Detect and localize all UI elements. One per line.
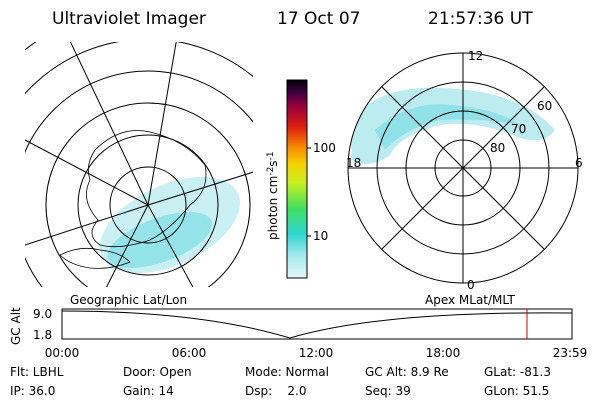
footer: Flt: LBHL Door: Open Mode: Normal GC Alt: 8… — [10, 365, 551, 398]
colorbar-tick-label: 100 — [313, 141, 336, 155]
footer-field: IP: 36.0 — [10, 384, 55, 398]
axis-label: GC Alt — [9, 307, 23, 345]
colorbar-label: photon cm-2s-1 — [266, 151, 280, 240]
geographic-map — [25, 42, 253, 287]
polar-label: 60 — [537, 99, 552, 113]
footer-field: Dsp: 2.0 — [245, 384, 307, 398]
polar-map: 12 60 70 80 18 6 0 — [346, 49, 583, 292]
title: Ultraviolet Imager — [52, 9, 206, 29]
footer-field: GLat: -81.3 — [484, 365, 551, 379]
footer-field: Gain: 14 — [123, 384, 174, 398]
map-label: Apex MLat/MLT — [425, 293, 515, 307]
polar-label: 80 — [490, 141, 505, 155]
date: 17 Oct 07 — [277, 9, 360, 29]
y-tick-label: 9.0 — [33, 307, 52, 321]
altitude-plot: GC Alt 9.0 1.8 00:00 06:00 12:00 18:00 2… — [9, 307, 587, 360]
footer-field: GLon: 51.5 — [484, 384, 549, 398]
time: 21:57:36 UT — [428, 9, 533, 29]
map-label: Geographic Lat/Lon — [70, 293, 187, 307]
x-tick-label: 00:00 — [45, 346, 80, 360]
unit: photon cm — [266, 176, 280, 240]
y-tick-label: 1.8 — [33, 328, 52, 342]
unit: s — [266, 160, 280, 166]
footer-field: Mode: Normal — [245, 365, 329, 379]
exponent: -1 — [266, 151, 276, 160]
x-tick-label: 23:59 — [553, 346, 588, 360]
colorbar-tick-label: 10 — [313, 229, 328, 243]
colorbar — [286, 79, 308, 279]
polar-label: 12 — [468, 49, 483, 63]
footer-field: Flt: LBHL — [10, 365, 64, 379]
footer-field: Door: Open — [123, 365, 192, 379]
exponent: -2 — [266, 167, 276, 176]
x-tick-label: 18:00 — [426, 346, 461, 360]
polar-label: 70 — [511, 122, 526, 136]
polar-label: 6 — [575, 156, 583, 170]
polar-label: 18 — [346, 156, 361, 170]
x-tick-label: 12:00 — [299, 346, 334, 360]
x-tick-label: 06:00 — [172, 346, 207, 360]
footer-field: GC Alt: 8.9 Re — [365, 365, 449, 379]
polar-label: 0 — [467, 278, 475, 292]
footer-field: Seq: 39 — [365, 384, 411, 398]
